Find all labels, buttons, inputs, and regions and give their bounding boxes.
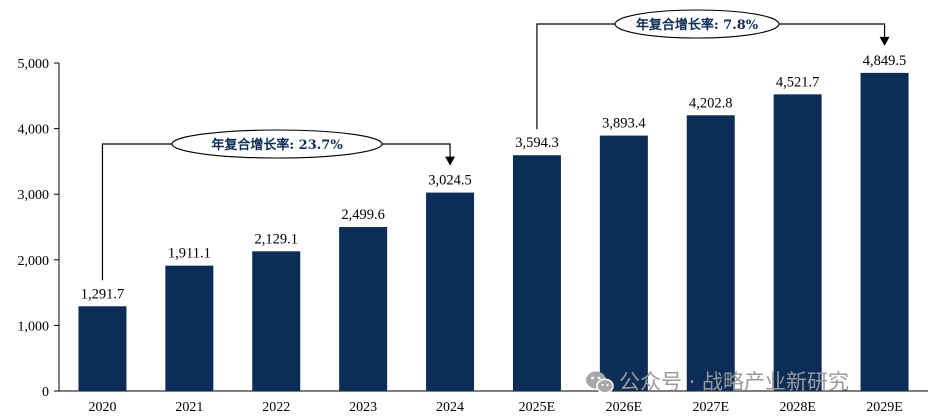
data-labels: 1,291.7 1,911.1 2,129.1 2,499.6 3,024.5 3,594…: [81, 53, 907, 302]
cagr-annotation: 年复合增长率: 7.8%: [536, 9, 890, 130]
bar: [339, 227, 388, 391]
data-label: 4,849.5: [863, 53, 907, 69]
x-axis-ticks: 2020 2021 2022 2023 2024 2025E 2026E 2027E 2028E…: [88, 400, 902, 415]
cagr-annotation: 年复合增长率: 23.7%: [101, 129, 456, 281]
y-tick-label: 0: [42, 385, 49, 400]
y-tick-label: 2,000: [18, 254, 50, 269]
watermark: 公众号 · 战略产业新研究: [586, 370, 849, 394]
bar: [252, 251, 301, 391]
cagr-annotations: 年复合增长率: 23.7% 年复合增长率: 7.8%: [101, 9, 890, 281]
bar: [860, 72, 909, 391]
bars: [78, 72, 909, 392]
data-label: 3,594.3: [515, 135, 559, 151]
x-tick-label: 2023: [349, 400, 377, 415]
x-tick-label: 2024: [436, 400, 464, 415]
cagr-label: 年复合增长率: 7.8%: [636, 17, 759, 33]
data-label: 1,911.1: [168, 246, 211, 262]
x-tick-label: 2026E: [606, 400, 643, 415]
x-tick-label: 2029E: [866, 400, 903, 415]
y-tick-label: 1,000: [18, 319, 50, 334]
cagr-bubble: [614, 9, 780, 39]
x-tick-label: 2020: [88, 400, 116, 415]
bar: [686, 115, 735, 391]
wechat-icon: [586, 371, 614, 394]
x-tick-label: 2025E: [519, 400, 556, 415]
bar: [773, 94, 822, 392]
data-label: 3,024.5: [428, 173, 472, 189]
bar: [78, 306, 127, 391]
cagr-bubble: [171, 129, 383, 159]
data-label: 4,521.7: [776, 74, 820, 90]
data-label: 1,291.7: [81, 286, 125, 302]
bar: [165, 265, 214, 391]
bar: [599, 135, 648, 391]
bar: [426, 192, 475, 391]
data-label: 3,893.4: [602, 116, 646, 132]
x-tick-label: 2022: [262, 400, 290, 415]
x-tick-label: 2028E: [779, 400, 816, 415]
cagr-bracket-line: [536, 23, 886, 130]
data-label: 2,129.1: [255, 231, 299, 247]
arrow-head: [879, 36, 890, 46]
data-label: 4,202.8: [689, 95, 733, 111]
arrow-head: [445, 156, 456, 166]
y-tick-label: 5,000: [18, 57, 50, 72]
bar: [512, 155, 561, 391]
y-tick-label: 4,000: [18, 123, 50, 138]
data-label: 2,499.6: [341, 207, 385, 223]
x-tick-label: 2021: [175, 400, 203, 415]
cagr-label: 年复合增长率: 23.7%: [211, 137, 343, 153]
y-tick-label: 3,000: [18, 188, 50, 203]
x-tick-label: 2027E: [692, 400, 729, 415]
watermark-text: 公众号 · 战略产业新研究: [619, 370, 849, 394]
